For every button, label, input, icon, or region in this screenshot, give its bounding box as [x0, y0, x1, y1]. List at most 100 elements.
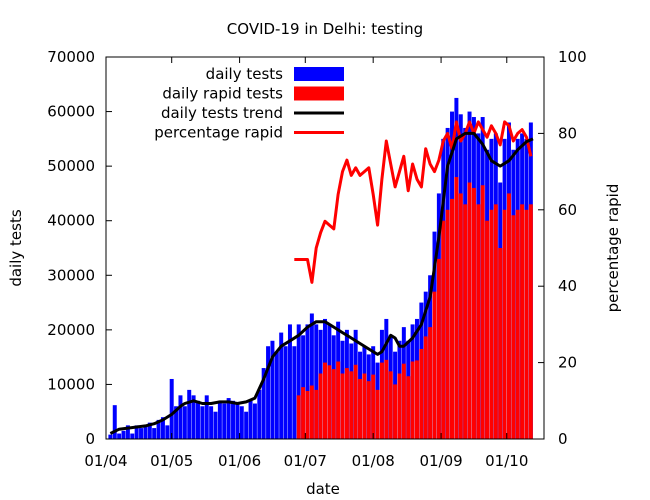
rapid-tests-bar — [353, 364, 358, 439]
daily-tests-bar — [112, 405, 117, 439]
daily-tests-bar — [169, 378, 174, 439]
rapid-tests-bars — [296, 177, 533, 440]
daily-tests-bar — [182, 406, 187, 439]
daily-tests-bar — [139, 428, 144, 439]
legend-swatch — [294, 67, 344, 81]
daily-tests-bar — [209, 406, 214, 439]
daily-tests-bar — [309, 313, 314, 439]
rapid-tests-bar — [358, 378, 363, 439]
daily-tests-bar — [125, 425, 130, 439]
daily-tests-bar — [244, 411, 249, 439]
rapid-tests-bar — [323, 362, 327, 439]
y-axis-left: 0 10000 20000 30000 40000 50000 60000 70000 — [47, 48, 112, 448]
rapid-tests-bar — [340, 373, 345, 439]
daily-tests-bar — [314, 324, 319, 439]
legend-label: daily rapid tests — [162, 85, 283, 103]
y2-tick-label: 60 — [558, 201, 577, 219]
daily-tests-bar — [270, 340, 275, 439]
y-axis-title: daily tests — [7, 209, 25, 286]
daily-tests-bar — [248, 400, 253, 439]
y-tick-label: 30000 — [47, 266, 95, 284]
plot-frame — [105, 56, 545, 440]
y-tick-label: 60000 — [47, 103, 95, 121]
y2-tick-label: 100 — [558, 48, 587, 66]
rapid-tests-bar — [318, 373, 323, 439]
daily-tests-bar — [134, 425, 139, 439]
daily-tests-bar — [156, 419, 161, 439]
rapid-tests-bar — [406, 376, 411, 439]
daily-tests-bar — [165, 425, 170, 439]
chart-title: COVID-19 in Delhi: testing — [227, 20, 423, 38]
daily-tests-bar — [213, 411, 218, 439]
legend-label: daily tests trend — [161, 104, 283, 122]
rapid-tests-bar — [485, 220, 490, 439]
daily-tests-bar — [222, 403, 227, 439]
rapid-tests-bar — [419, 348, 424, 439]
rapid-tests-bar — [471, 187, 476, 439]
daily-tests-bar — [174, 406, 179, 439]
x-tick-label: 01/08 — [352, 452, 395, 470]
x-tick-label: 01/04 — [84, 452, 127, 470]
rapid-tests-bar — [423, 336, 428, 439]
rapid-tests-bar — [397, 373, 402, 439]
y-tick-label: 40000 — [47, 212, 95, 230]
daily-tests-bar — [187, 389, 192, 439]
rapid-tests-bar — [524, 209, 529, 439]
daily-tests-bar — [231, 400, 236, 439]
rapid-tests-bar — [436, 258, 441, 439]
rapid-tests-bar — [467, 182, 472, 439]
daily-tests-bar — [252, 403, 257, 439]
daily-tests-trend-line — [109, 131, 534, 435]
series-lines — [109, 120, 534, 435]
rapid-tests-bar — [331, 369, 336, 439]
rapid-tests-bar — [476, 204, 481, 439]
daily-tests-bar — [200, 406, 205, 439]
rapid-tests-bar — [445, 209, 450, 439]
daily-tests-bar — [257, 389, 262, 439]
x-tick-label: 01/05 — [150, 452, 193, 470]
daily-tests-bar — [235, 403, 240, 439]
rapid-tests-bar — [375, 389, 380, 439]
daily-tests-bar — [261, 368, 266, 439]
rapid-tests-bar — [309, 385, 314, 439]
rapid-tests-bar — [393, 384, 398, 439]
daily-tests-bar — [117, 433, 122, 439]
rapid-tests-bar — [432, 291, 437, 439]
rapid-tests-bar — [441, 220, 446, 439]
percentage-rapid-line — [294, 120, 533, 284]
daily-tests-bar — [195, 400, 200, 439]
rapid-tests-bar — [454, 177, 459, 440]
rapid-tests-bar — [314, 389, 319, 439]
rapid-tests-bar — [410, 361, 415, 439]
daily-tests-bar — [160, 417, 165, 439]
x-tick-label: 01/06 — [218, 452, 261, 470]
rapid-tests-bar — [498, 248, 503, 439]
daily-tests-bar — [130, 433, 135, 439]
rapid-tests-bar — [301, 387, 306, 439]
rapid-tests-bar — [511, 215, 516, 439]
daily-tests-bar — [143, 425, 148, 439]
daily-tests-bar — [283, 346, 288, 439]
rapid-tests-bar — [502, 209, 507, 439]
rapid-tests-bar — [371, 374, 376, 439]
daily-tests-bar — [121, 430, 126, 439]
rapid-tests-bar — [480, 185, 485, 439]
x-tick-label: 01/10 — [485, 452, 528, 470]
daily-tests-bar — [279, 332, 284, 439]
rapid-tests-bar — [528, 204, 533, 439]
rapid-tests-bar — [366, 381, 371, 439]
daily-tests-bar — [226, 398, 231, 439]
daily-tests-bar — [239, 406, 244, 439]
rapid-tests-bar — [401, 363, 406, 439]
x-axis: 01/04 01/05 01/06 01/07 01/08 01/09 01/10 — [84, 57, 528, 470]
plot-area — [108, 97, 534, 440]
daily-tests-bar — [266, 346, 271, 439]
y2-axis-title: percentage rapid — [604, 184, 622, 313]
y2-tick-label: 40 — [558, 277, 577, 295]
x-axis-title: date — [306, 480, 340, 498]
rapid-tests-bar — [305, 390, 310, 439]
rapid-tests-bar — [506, 193, 511, 439]
daily-tests-bar — [296, 324, 301, 439]
